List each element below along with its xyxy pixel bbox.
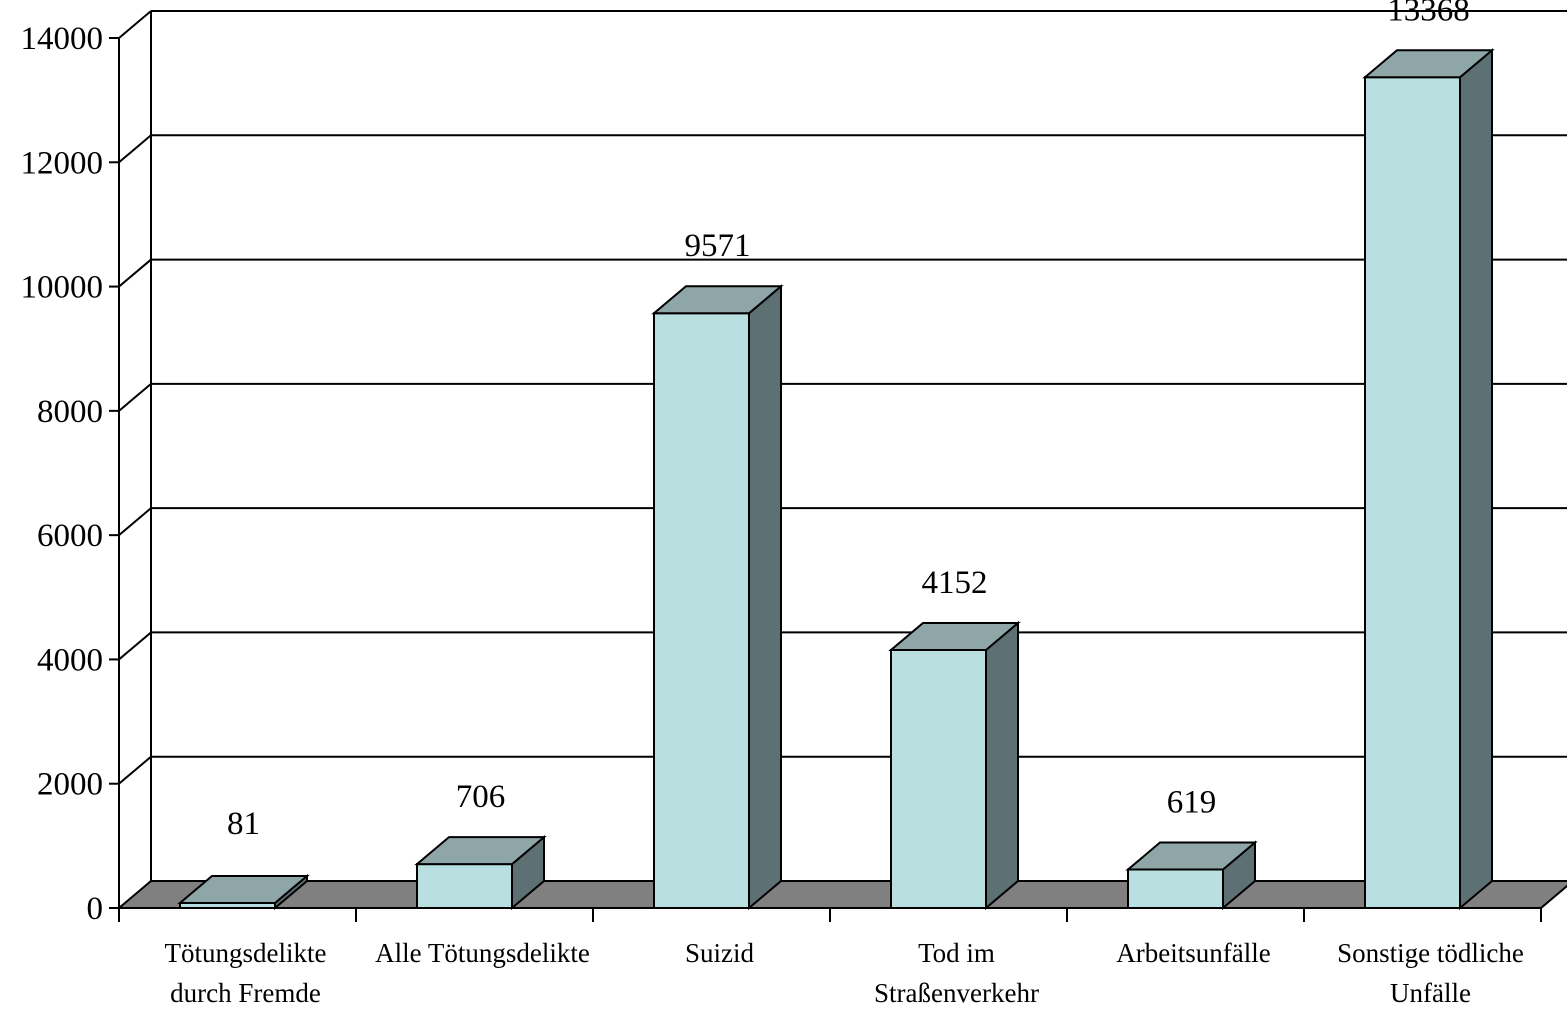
gridline-side xyxy=(118,507,152,536)
gridline-side xyxy=(118,755,152,785)
axes xyxy=(118,38,1542,922)
bars xyxy=(177,48,1495,911)
y-tick-label: 10000 xyxy=(21,270,104,306)
data-label: 619 xyxy=(1167,785,1217,821)
chart-floor xyxy=(116,880,1567,909)
x-axis-labels: Tötungsdelikte durch Fremde Alle Tötungsde… xyxy=(165,938,1524,1008)
gridline-side xyxy=(118,134,152,164)
y-tick-label: 12000 xyxy=(21,145,104,181)
bar xyxy=(888,620,1021,911)
bar-top xyxy=(177,874,310,904)
chart-walls xyxy=(150,10,1567,881)
x-category-label: Tod im Straßenverkehr xyxy=(874,938,1039,1008)
gridline-side xyxy=(118,10,152,39)
y-tick-label: 14000 xyxy=(21,21,104,57)
bar xyxy=(1125,840,1258,911)
x-category-label: Arbeitsunfälle xyxy=(1116,938,1270,968)
y-tick-label: 0 xyxy=(87,891,104,927)
bar xyxy=(414,834,547,911)
bar-top xyxy=(414,836,547,866)
floor-plane xyxy=(116,880,1567,909)
x-category-label-line: Tod im xyxy=(918,938,995,968)
bar xyxy=(177,873,310,911)
bar-top xyxy=(888,621,1021,651)
bar-front xyxy=(1364,76,1461,909)
x-category-label-line: Tötungsdelikte xyxy=(165,938,327,968)
x-category-label: Tötungsdelikte durch Fremde xyxy=(165,938,327,1008)
bar-top xyxy=(651,285,784,315)
x-category-label: Alle Tötungsdelikte xyxy=(375,938,590,968)
bar xyxy=(1362,48,1495,911)
x-category-label-line: Straßenverkehr xyxy=(874,978,1039,1008)
x-category-label-line: Alle Tötungsdelikte xyxy=(375,938,590,968)
bar-top xyxy=(1125,841,1258,871)
gridline-side xyxy=(118,383,152,412)
bar-front xyxy=(890,648,987,909)
y-tick-label: 2000 xyxy=(37,767,103,803)
y-tick-label: 6000 xyxy=(37,518,103,554)
y-axis-ticks: 0 2000 4000 6000 8000 10000 12000 14000 xyxy=(21,21,119,927)
bar-front xyxy=(1127,868,1224,909)
x-category-label-line: Suizid xyxy=(685,938,755,968)
x-category-label-line: Sonstige tödliche xyxy=(1337,938,1524,968)
bar-top xyxy=(1362,49,1495,79)
data-label: 13368 xyxy=(1387,0,1470,28)
y-tick-label: 4000 xyxy=(37,642,103,678)
gridline-side xyxy=(118,631,152,661)
x-category-label: Suizid xyxy=(685,938,755,968)
data-label: 81 xyxy=(227,806,260,842)
y-tick-label: 8000 xyxy=(37,394,103,430)
bar-side xyxy=(748,284,782,911)
x-category-label-line: Arbeitsunfälle xyxy=(1116,938,1270,968)
bar-side xyxy=(985,620,1019,911)
data-label: 9571 xyxy=(685,228,751,264)
gridlines xyxy=(118,10,1567,785)
bar-front xyxy=(653,312,750,909)
gridline-side xyxy=(118,258,152,288)
bar xyxy=(651,284,784,911)
bar-side xyxy=(1459,48,1493,911)
data-label: 4152 xyxy=(922,565,988,601)
bar-front xyxy=(416,863,513,909)
x-category-label-line: durch Fremde xyxy=(170,978,321,1008)
data-labels: 81 706 9571 4152 619 13368 xyxy=(227,0,1470,842)
data-label: 706 xyxy=(456,779,506,815)
x-category-label: Sonstige tödliche Unfälle xyxy=(1337,938,1524,1008)
x-category-label-line: Unfälle xyxy=(1390,978,1471,1008)
